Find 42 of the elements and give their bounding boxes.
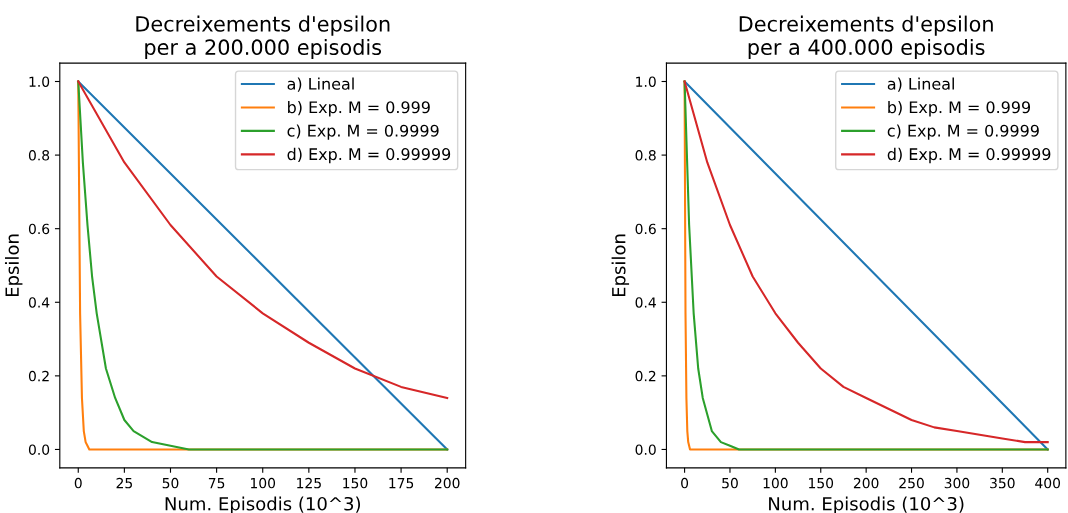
- x-tick-label: 150: [809, 477, 834, 489]
- x-tick-label: 300: [944, 477, 970, 489]
- x-tick-label: 0: [681, 477, 689, 489]
- x-tick-label: 100: [763, 477, 788, 489]
- x-tick-label: 50: [722, 477, 738, 489]
- x-tick-label: 200: [434, 477, 460, 489]
- y-tick-label: 0.6: [635, 223, 656, 235]
- y-tick-label: 1.0: [29, 76, 50, 87]
- legend-label: c) Exp. M = 0.9999: [287, 124, 439, 140]
- chart-title: Decreixements d'epsilon per a 400.000 episodis: [739, 15, 993, 60]
- x-tick-label: 100: [251, 477, 276, 489]
- legend-label: a) Lineal: [287, 77, 354, 92]
- chart-title: Decreixements d'epsilon per a 200.000 episodis: [136, 15, 390, 60]
- legend-label: b) Exp. M = 0.999: [888, 100, 1031, 117]
- legend-label: b) Exp. M = 0.999: [288, 100, 430, 117]
- y-tick-label: 0.4: [635, 297, 656, 308]
- y-tick-label: 1.0: [636, 76, 656, 87]
- x-tick-label: 200: [853, 477, 879, 489]
- x-tick-label: 350: [990, 477, 1015, 489]
- x-tick-label: 125: [297, 477, 321, 489]
- legend-label: c) Exp. M = 0.9999: [887, 124, 1039, 140]
- x-tick-label: 0: [74, 477, 82, 489]
- y-tick-label: 0.8: [635, 150, 656, 161]
- x-tick-label: 50: [162, 477, 179, 489]
- legend-label: a) Lineal: [887, 77, 954, 92]
- legend-label: d) Exp. M = 0.99999: [287, 147, 451, 164]
- legend-label: d) Exp. M = 0.99999: [887, 147, 1051, 164]
- y-tick-label: 0.0: [28, 444, 50, 455]
- x-tick-label: 75: [208, 478, 225, 489]
- y-tick-label: 0.0: [635, 444, 656, 455]
- y-tick-label: 0.6: [28, 223, 50, 235]
- y-tick-label: 0.8: [28, 150, 50, 161]
- y-tick-label: 0.2: [635, 370, 656, 382]
- y-tick-label: 0.2: [28, 370, 49, 382]
- y-axis-title: Epsilon: [611, 234, 630, 297]
- x-tick-label: 150: [343, 477, 368, 489]
- x-tick-label: 175: [389, 478, 414, 489]
- x-tick-label: 400: [1035, 477, 1061, 489]
- y-tick-label: 0.4: [28, 297, 50, 308]
- x-tick-label: 25: [116, 477, 132, 489]
- x-tick-label: 250: [899, 477, 924, 489]
- y-axis-title: Epsilon: [4, 234, 23, 297]
